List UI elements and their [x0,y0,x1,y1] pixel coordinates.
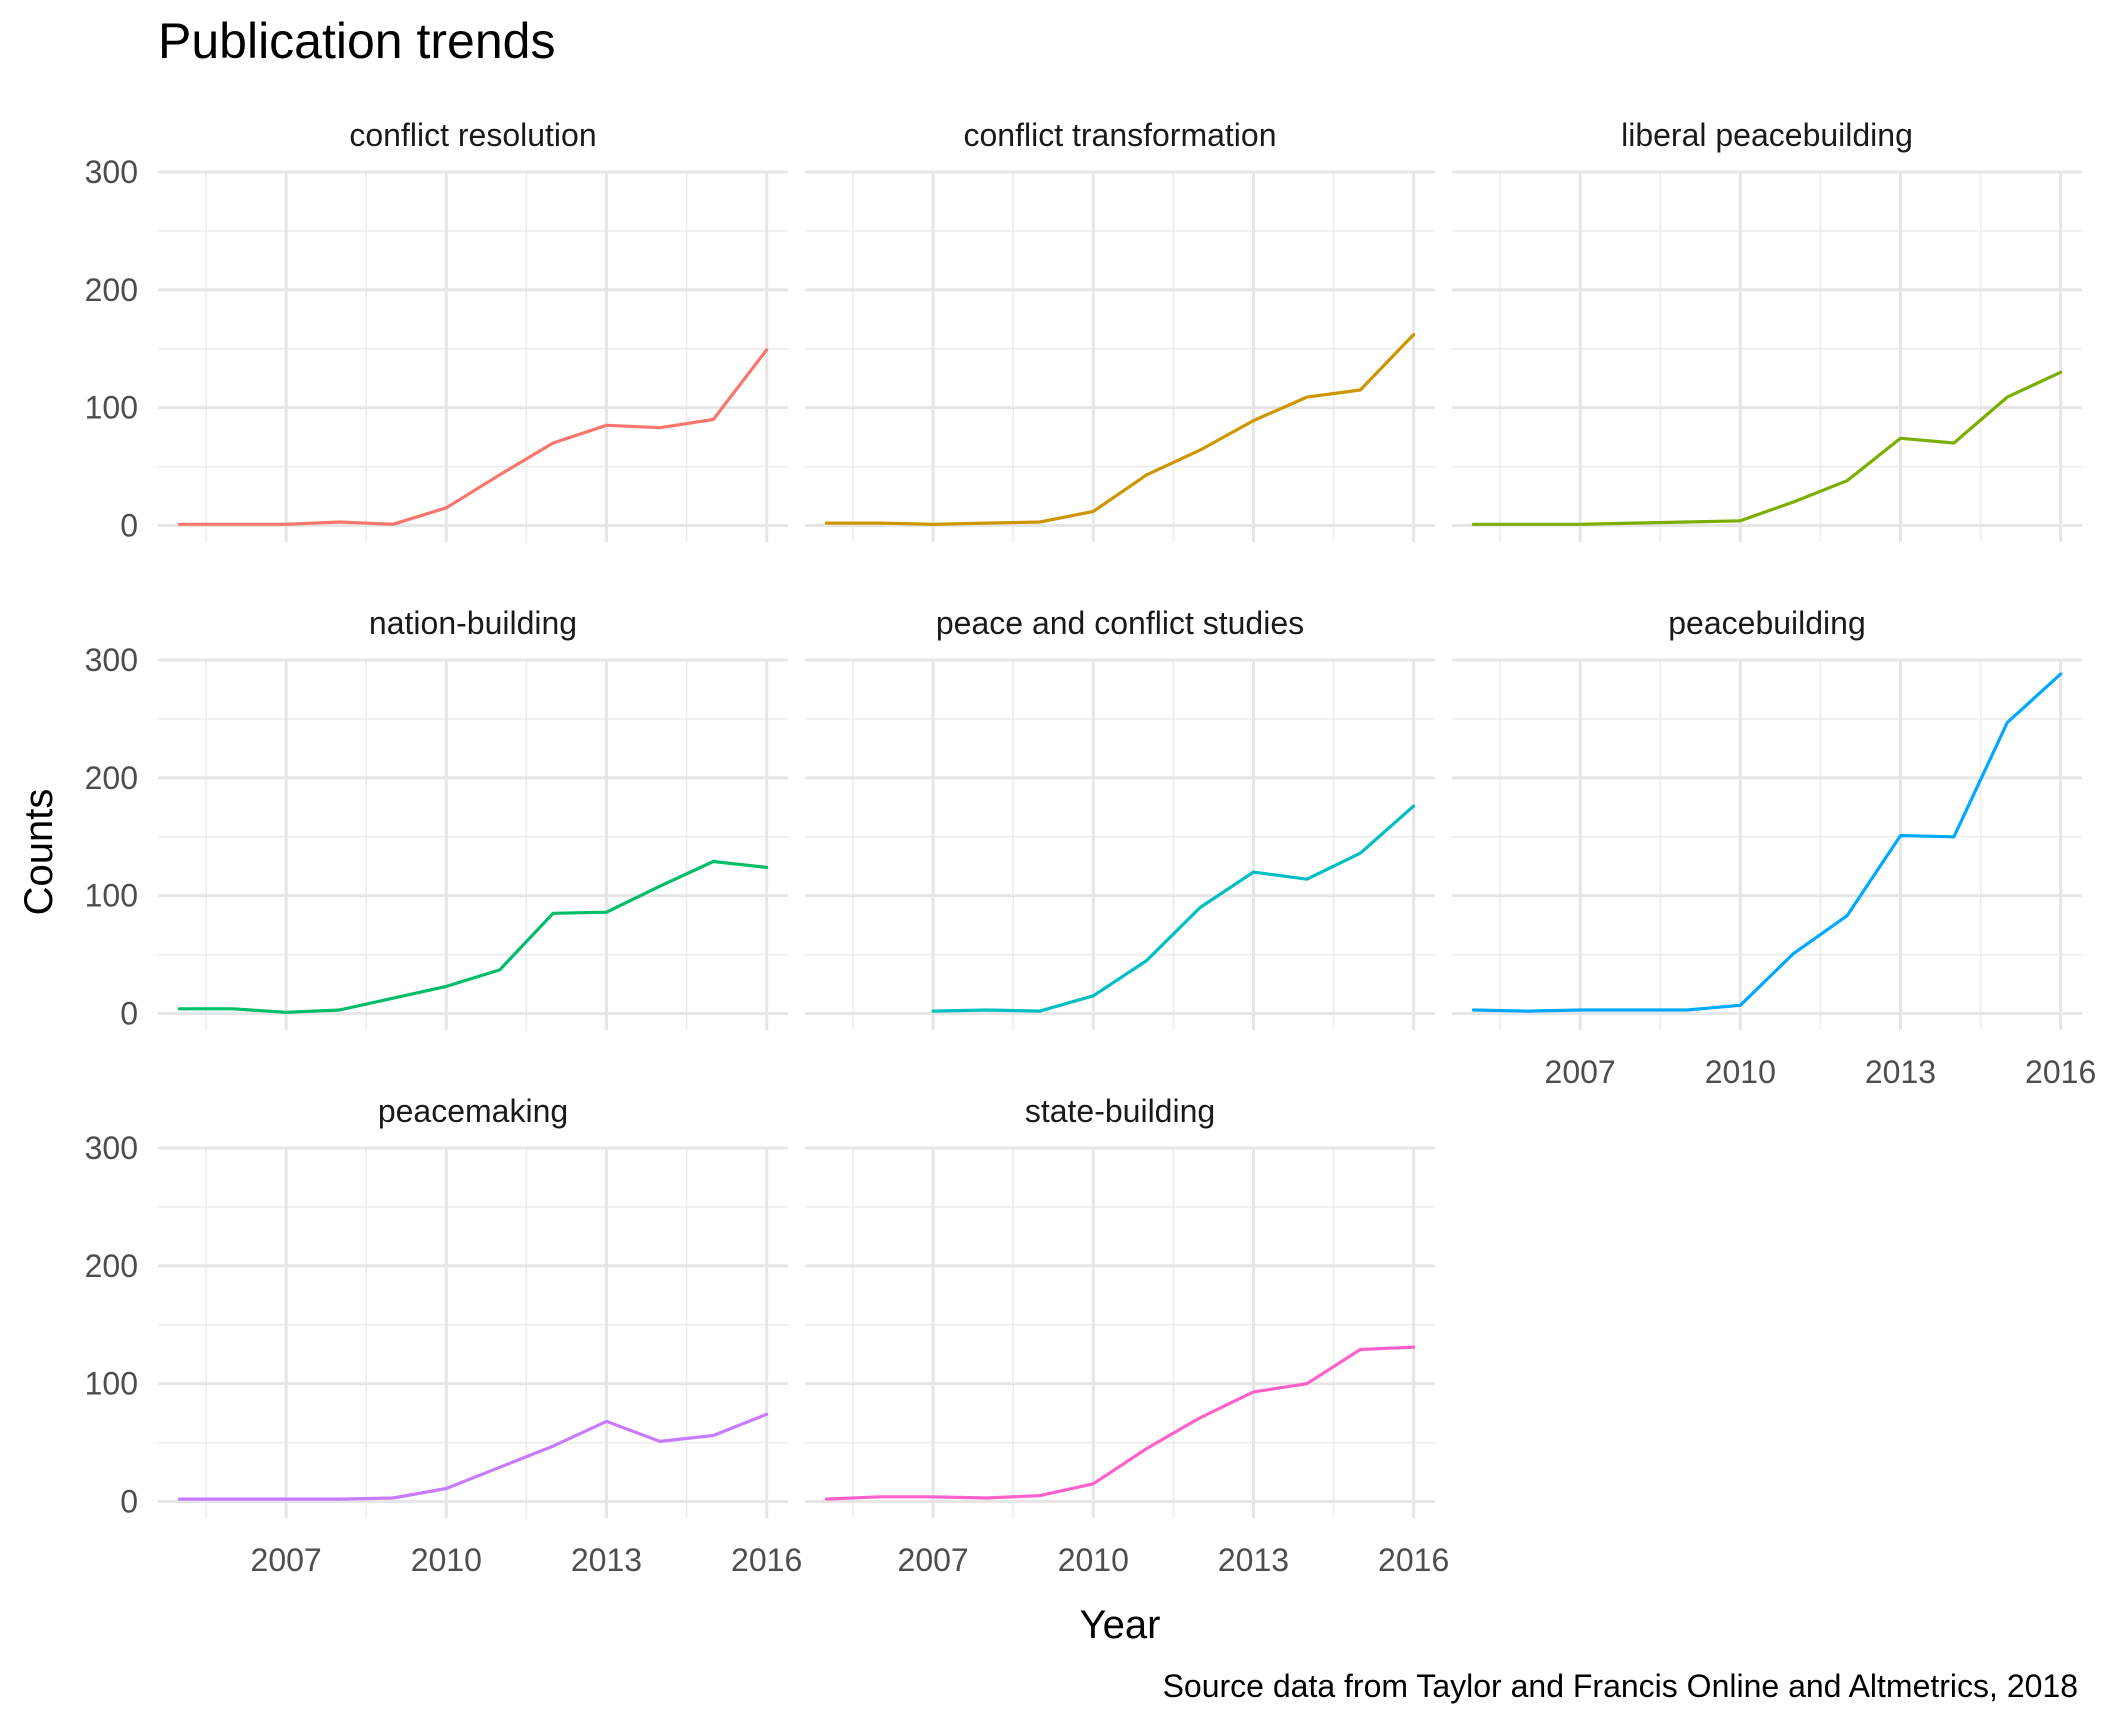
y-tick-label: 100 [85,1366,138,1402]
x-tick-label: 2007 [1545,1054,1616,1090]
series-line-liberal-peacebuilding [1471,370,2063,526]
y-tick-label: 300 [85,1130,138,1166]
facet-state-building: state-building 2007 2010 2013 2016 [805,1093,1449,1578]
facet-label: conflict resolution [349,117,596,153]
y-tick-label: 100 [85,878,138,914]
y-tick-label: 0 [120,508,138,544]
series-line-nation-building [177,859,769,1014]
facet-peace-and-conflict-studies: peace and conflict studies [805,605,1435,1030]
series-line-peacebuilding [1471,672,2063,1013]
facet-peacemaking: peacemaking 0 100 200 300 2007 2010 2013 2016 [85,1093,803,1578]
x-tick-label: 2016 [2025,1054,2096,1090]
chart-caption: Source data from Taylor and Francis Onli… [1163,1668,2078,1704]
facet-label: peacebuilding [1668,605,1866,641]
y-tick-label: 0 [120,1484,138,1520]
facet-peacebuilding: peacebuilding 2007 2010 2013 2016 [1452,605,2096,1090]
x-tick-label: 2013 [1865,1054,1936,1090]
x-tick-label: 2007 [898,1542,969,1578]
y-tick-label: 300 [85,642,138,678]
y-axis-title: Counts [17,789,61,916]
y-tick-label: 200 [85,760,138,796]
x-tick-label: 2016 [731,1542,802,1578]
x-axis-title: Year [1080,1603,1161,1647]
chart-title: Publication trends [158,13,555,69]
facet-label: conflict transformation [963,117,1276,153]
facet-liberal-peacebuilding: liberal peacebuilding [1452,117,2082,542]
facet-label: peace and conflict studies [936,605,1304,641]
facet-label: peacemaking [378,1093,568,1129]
series-line-conflict-resolution [177,348,769,526]
facet-label: state-building [1025,1093,1215,1129]
facet-label: liberal peacebuilding [1621,117,1913,153]
x-tick-label: 2007 [251,1542,322,1578]
series-line-peacemaking [177,1412,769,1501]
series-line-peace-and-conflict-studies [931,804,1416,1013]
series-line-state-building [824,1345,1416,1501]
x-tick-label: 2013 [1218,1542,1289,1578]
y-tick-label: 100 [85,390,138,426]
x-tick-label: 2010 [1705,1054,1776,1090]
y-tick-label: 200 [85,1248,138,1284]
x-tick-label: 2010 [411,1542,482,1578]
x-tick-label: 2013 [571,1542,642,1578]
y-tick-label: 0 [120,996,138,1032]
facet-conflict-transformation: conflict transformation [805,117,1435,542]
x-tick-label: 2016 [1378,1542,1449,1578]
facet-label: nation-building [369,605,577,641]
facet-conflict-resolution: conflict resolution 0 100 200 300 [85,117,788,544]
facet-panels: conflict resolution 0 100 200 300 conflict tr… [85,117,2097,1578]
series-line-conflict-transformation [824,333,1416,526]
y-tick-label: 300 [85,154,138,190]
facet-nation-building: nation-building 0 100 200 300 [85,605,788,1032]
x-tick-label: 2010 [1058,1542,1129,1578]
y-tick-label: 200 [85,272,138,308]
